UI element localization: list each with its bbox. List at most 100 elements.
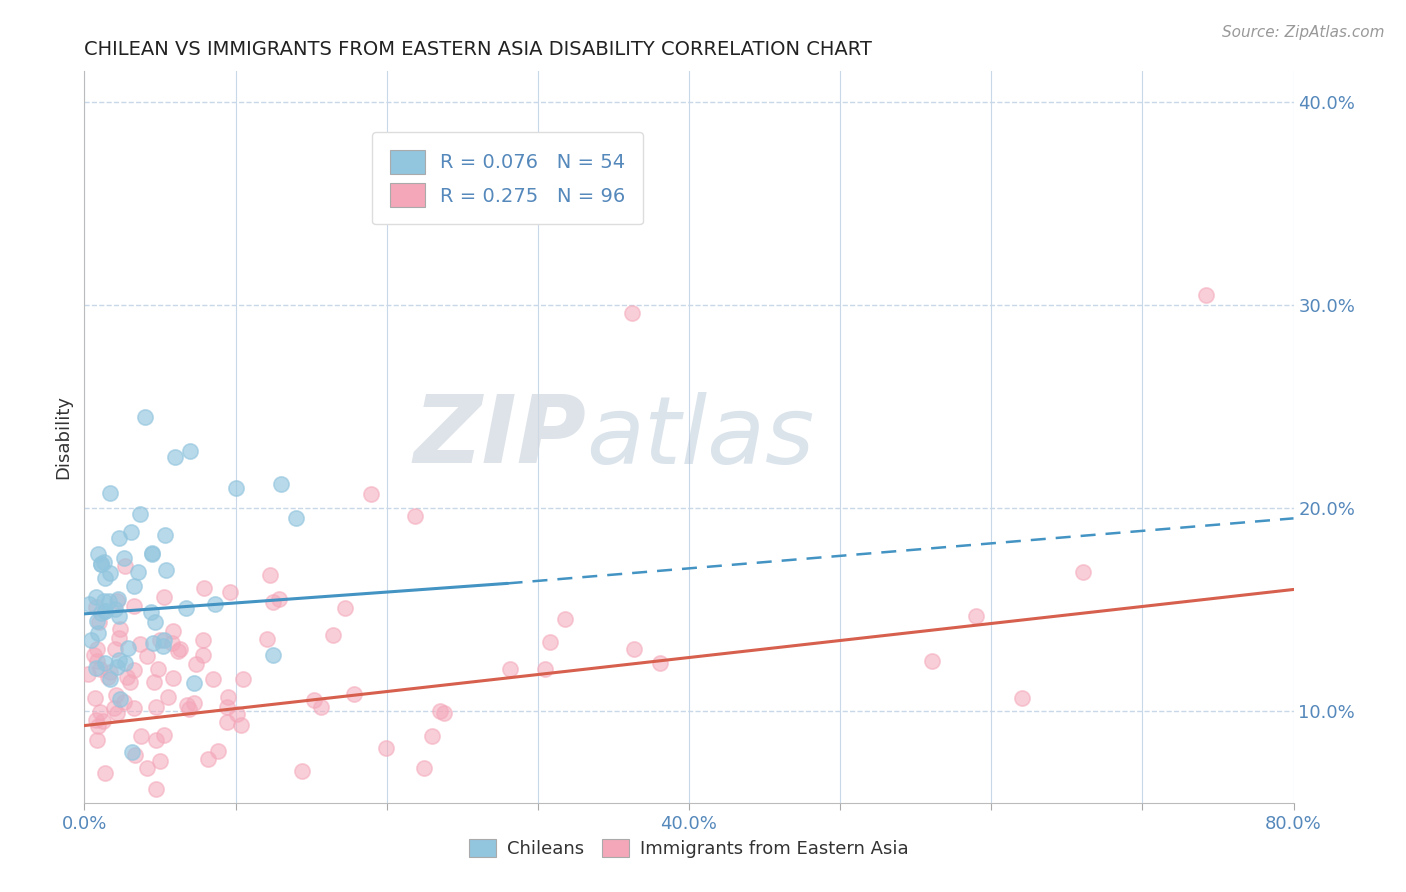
Point: [179, 444, 201, 458]
Point: [117, 641, 139, 656]
Point: [112, 695, 135, 709]
Point: [120, 674, 142, 689]
Point: [420, 729, 443, 743]
Point: [104, 601, 127, 615]
Point: [360, 487, 382, 501]
Point: [77, 598, 100, 612]
Point: [89, 662, 111, 676]
Point: [153, 528, 176, 542]
Point: [232, 672, 254, 686]
Point: [152, 639, 174, 653]
Point: [94, 766, 117, 780]
Point: [152, 728, 174, 742]
Point: [83, 648, 105, 663]
Point: [375, 740, 398, 755]
Point: [262, 595, 284, 609]
Point: [141, 606, 163, 620]
Point: [110, 623, 132, 637]
Point: [84, 590, 107, 604]
Point: [156, 690, 179, 704]
Point: [184, 657, 207, 672]
Point: [207, 743, 229, 757]
Point: [86, 547, 108, 561]
Point: [143, 615, 166, 629]
Point: [86, 654, 108, 668]
Point: [183, 675, 205, 690]
Point: [98, 566, 121, 581]
Point: [259, 568, 281, 582]
Point: [149, 754, 172, 768]
Point: [143, 674, 166, 689]
Point: [333, 601, 356, 615]
Point: [87, 626, 110, 640]
Point: [124, 701, 146, 715]
Point: [1071, 565, 1094, 579]
Point: [302, 693, 325, 707]
Point: [114, 656, 136, 670]
Point: [290, 764, 312, 779]
Point: [921, 654, 943, 668]
Point: [538, 635, 561, 649]
Point: [90, 607, 112, 621]
Point: [197, 752, 219, 766]
Point: [89, 705, 111, 719]
Point: [105, 594, 128, 608]
Text: CHILEAN VS IMMIGRANTS FROM EASTERN ASIA DISABILITY CORRELATION CHART: CHILEAN VS IMMIGRANTS FROM EASTERN ASIA …: [84, 39, 872, 59]
Point: [107, 609, 129, 624]
Point: [219, 584, 242, 599]
Point: [270, 476, 292, 491]
Point: [162, 636, 184, 650]
Point: [152, 590, 174, 604]
Point: [429, 704, 451, 718]
Point: [94, 604, 117, 618]
Point: [145, 700, 167, 714]
Point: [115, 671, 138, 685]
Point: [103, 701, 125, 715]
Point: [134, 409, 156, 424]
Point: [262, 648, 284, 662]
Point: [153, 632, 176, 647]
Point: [90, 558, 112, 572]
Point: [204, 597, 226, 611]
Point: [86, 661, 108, 675]
Point: [166, 643, 188, 657]
Point: [145, 781, 167, 796]
Point: [87, 615, 110, 629]
Point: [183, 696, 205, 710]
Point: [620, 306, 643, 320]
Point: [176, 698, 198, 713]
Point: [309, 699, 332, 714]
Point: [98, 486, 121, 500]
Point: [86, 642, 108, 657]
Point: [91, 714, 114, 728]
Point: [105, 688, 128, 702]
Point: [343, 688, 366, 702]
Point: [191, 633, 214, 648]
Point: [433, 706, 456, 720]
Point: [84, 713, 107, 727]
Point: [217, 690, 239, 704]
Point: [225, 706, 247, 721]
Point: [86, 733, 108, 747]
Point: [201, 673, 224, 687]
Point: [84, 600, 107, 615]
Point: [149, 632, 172, 647]
Point: [105, 706, 128, 720]
Point: [86, 614, 108, 628]
Point: [77, 666, 100, 681]
Point: [107, 592, 129, 607]
Point: [107, 653, 129, 667]
Point: [93, 656, 115, 670]
Point: [108, 692, 131, 706]
Point: [98, 665, 121, 680]
Point: [127, 565, 149, 579]
Point: [79, 632, 101, 647]
Point: [104, 642, 127, 657]
Point: [162, 624, 184, 638]
Point: [148, 662, 170, 676]
Point: [141, 546, 163, 560]
Point: [107, 631, 129, 645]
Point: [93, 593, 115, 607]
Point: [169, 641, 191, 656]
Point: [322, 628, 344, 642]
